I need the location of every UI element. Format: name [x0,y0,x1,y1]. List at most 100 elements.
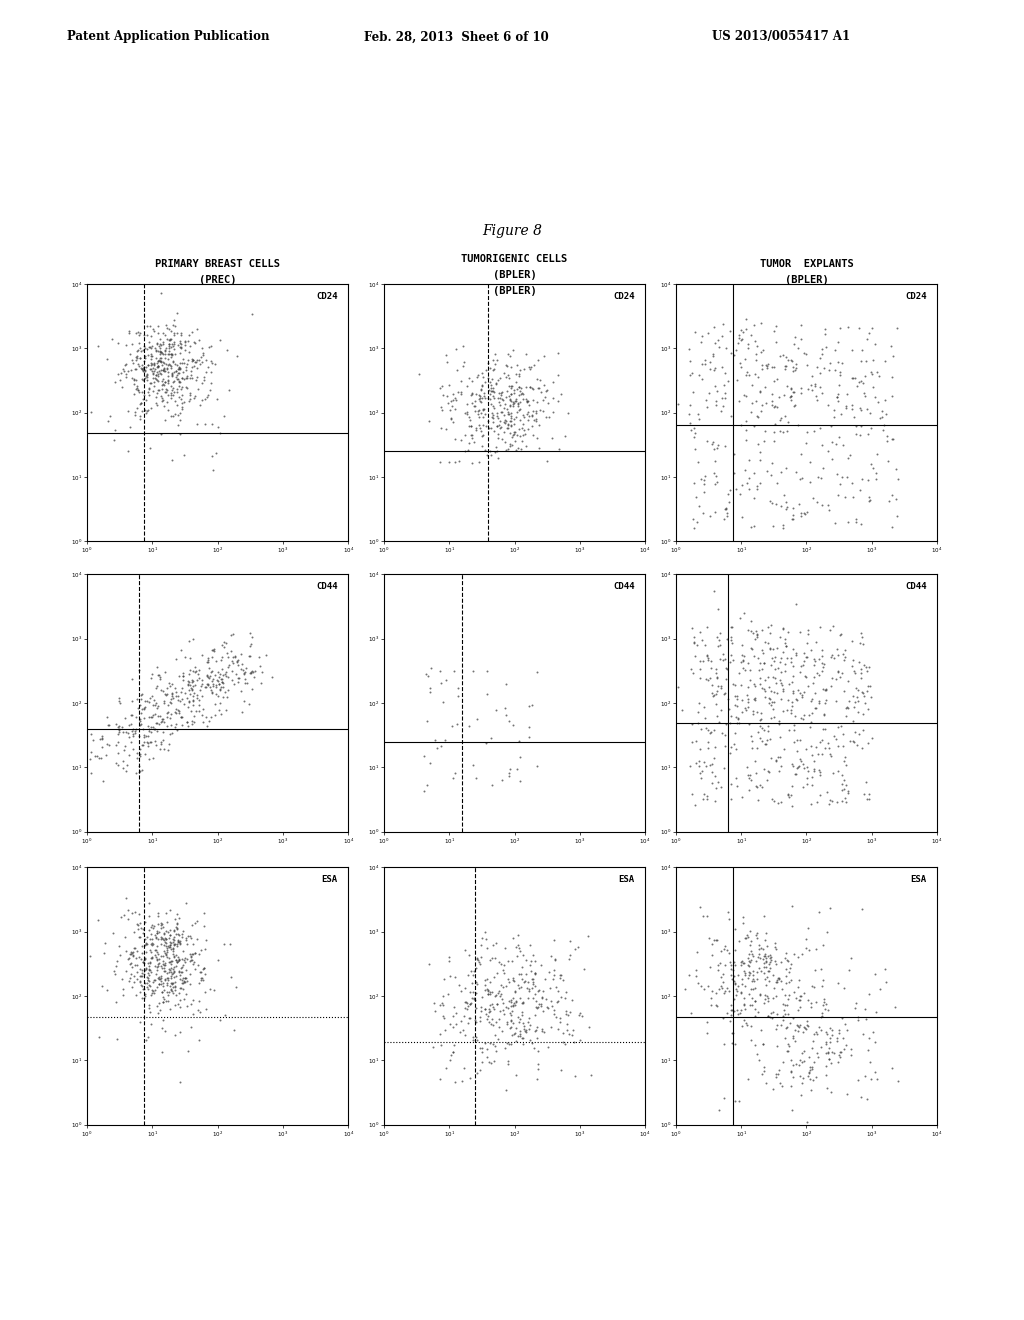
Point [174,397,190,418]
Point [199,362,215,383]
Point [153,731,169,752]
Point [485,412,502,433]
Point [806,667,822,688]
Point [687,966,703,987]
Point [724,632,740,653]
Point [863,1068,880,1089]
Point [164,673,180,694]
Point [156,359,172,380]
Point [539,379,555,400]
Point [460,995,476,1016]
Point [179,925,196,946]
Point [152,969,168,990]
Point [828,791,845,812]
Point [160,362,176,383]
Point [188,367,205,388]
Point [181,342,198,363]
Point [132,709,148,730]
Point [142,731,159,752]
Point [689,512,706,533]
Point [173,337,189,358]
Point [693,331,710,352]
Point [809,1023,825,1044]
Point [521,395,538,416]
Point [830,717,847,738]
Point [161,928,177,949]
Point [529,997,546,1018]
Point [487,985,504,1006]
Point [111,718,127,739]
Point [776,994,793,1015]
Point [220,656,237,677]
Point [529,378,546,399]
Point [785,680,802,701]
Point [751,1002,767,1023]
Point [790,337,806,358]
Point [508,391,524,412]
Point [502,345,518,366]
Point [736,603,753,624]
Point [800,917,816,939]
Point [176,335,193,356]
Point [715,396,731,417]
Point [136,335,153,356]
Point [538,380,554,401]
Point [689,713,706,734]
Point [822,647,839,668]
Point [512,425,528,446]
Point [132,743,148,764]
Point [142,348,159,370]
Point [176,682,193,704]
Point [853,371,869,392]
Point [184,680,201,701]
Point [179,350,196,371]
Point [238,668,254,689]
Point [227,645,244,667]
Point [740,950,757,972]
Point [799,355,815,376]
Point [814,343,830,364]
Point [211,700,227,721]
Point [716,982,732,1003]
Point [517,970,534,991]
Point [767,936,783,957]
Point [186,675,203,696]
Point [160,936,176,957]
Point [755,619,771,640]
Point [856,366,872,387]
Point [223,669,240,690]
Point [702,359,719,380]
Point [479,1047,496,1068]
Point [464,973,480,994]
Point [123,731,139,752]
Point [724,1023,740,1044]
Point [773,970,790,991]
Point [130,339,146,360]
Point [710,635,726,656]
Point [152,350,168,371]
Point [153,933,169,954]
Point [710,434,726,455]
Point [690,451,707,473]
Point [785,655,802,676]
Point [474,363,490,384]
Point [147,734,164,755]
Point [494,770,510,791]
Point [483,403,500,424]
Point [682,755,698,776]
Point [792,997,808,1018]
Point [817,1034,834,1055]
Point [123,942,139,964]
Point [115,756,131,777]
Point [439,392,456,413]
Point [847,367,863,388]
Point [198,964,214,985]
Point [164,364,180,385]
Point [513,969,529,990]
Point [517,1019,534,1040]
Point [166,371,182,392]
Point [158,920,174,941]
Point [780,411,797,432]
Point [162,723,178,744]
Point [142,941,159,962]
